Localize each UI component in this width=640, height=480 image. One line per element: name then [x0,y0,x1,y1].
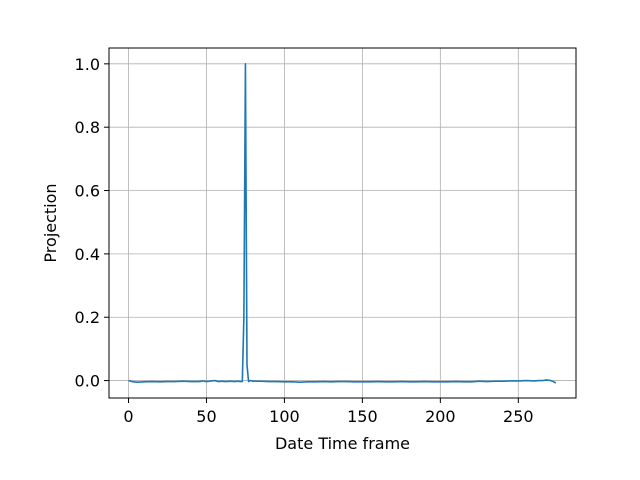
y-axis-label: Projection [41,183,60,262]
y-axis-ticks: 0.0 0.2 0.4 0.6 0.8 1.0 [75,55,109,391]
grid-lines [109,48,576,398]
x-tick-label: 150 [347,407,378,426]
x-tick-label: 100 [269,407,300,426]
y-tick-label: 1.0 [75,55,100,74]
y-tick-label: 0.4 [75,245,100,264]
y-tick-label: 0.6 [75,182,100,201]
y-tick-label: 0.2 [75,308,100,327]
series-group [128,63,557,384]
x-axis-label: Date Time frame [275,434,410,453]
x-tick-label: 200 [425,407,456,426]
series-line [128,63,557,384]
x-axis-ticks: 0 50 100 150 200 250 [123,398,534,426]
x-tick-label: 250 [503,407,534,426]
x-tick-label: 50 [196,407,216,426]
x-tick-label: 0 [123,407,133,426]
y-tick-label: 0.0 [75,372,100,391]
plot-frame [108,47,577,399]
y-tick-label: 0.8 [75,118,100,137]
